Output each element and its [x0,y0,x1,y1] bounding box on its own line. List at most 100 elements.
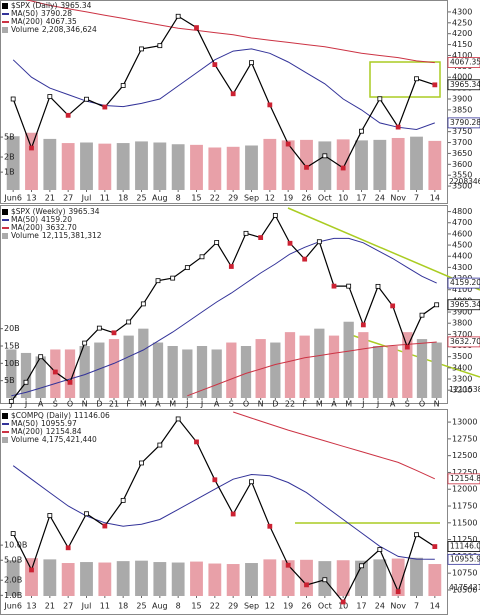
y-tick-label: 4000 [452,73,472,82]
volume-bar [328,335,340,398]
y-tick-label: 4100 [452,51,472,60]
y-tick-label: 3550 [452,171,472,180]
volume-tick-label: 5B [4,376,15,385]
trend-line [287,207,480,291]
price-marker [102,104,108,110]
volume-bar [391,137,405,190]
price-marker [111,330,117,336]
volume-tick-label: 5.0B [4,556,22,565]
x-tick-label: J [9,400,12,409]
price-marker [230,511,236,517]
x-tick-label: 10 [338,602,348,611]
volume-bar [245,563,258,596]
x-tick-label: N [82,400,88,409]
legend-name: MA(50) [11,419,38,428]
y-tick-label: 13000 [452,418,477,427]
x-tick-label: Oct [318,194,332,203]
volume-tick-label: 15B [4,342,20,351]
x-tick-label: 26 [301,194,311,203]
x-tick-label: Nov [390,602,406,611]
price-marker [346,283,352,289]
price-marker [212,477,218,483]
x-tick-label: A [214,400,220,409]
volume-bar [25,558,38,596]
value-box [447,117,480,129]
price-marker [23,379,29,385]
panel-last: 11146.06 [74,411,110,420]
legend-swatch [2,413,8,419]
value-box [447,79,480,91]
value-box [447,336,480,348]
price-marker [285,562,291,568]
value-box [447,299,480,311]
legend-value: 4067.35 [46,17,77,26]
legend-name: MA(200) [11,427,43,436]
volume-bar [300,139,313,190]
trend-box [369,61,441,98]
x-tick-label: A [38,400,44,409]
volume-tick-label: 20B [4,324,20,333]
legend-swatch [2,233,8,239]
y-tick-label: 4400 [452,252,472,261]
volume-bar [80,142,93,190]
x-tick-label: Sep [244,194,259,203]
price-marker [267,102,273,108]
x-tick-label: 18 [118,194,128,203]
price-marker [390,303,396,309]
x-tick-label: 14 [430,602,440,611]
volume-bar [336,139,350,190]
price-marker [249,60,254,66]
volume-tick-label: 1B [4,168,15,177]
x-tick-label: 7 [414,602,419,611]
legend-value: 12154.84 [46,427,82,436]
x-tick-label: S [229,400,234,409]
x-tick-label: Jun6 [3,194,22,203]
volume-bar [336,560,350,596]
price-marker [375,283,381,289]
price-marker [47,513,53,518]
volume-bar [416,339,428,398]
volume-bar [182,349,193,398]
legend-swatch [2,3,8,9]
volume-bar [61,143,75,190]
price-marker [359,128,364,134]
x-tick-label: 22 [285,400,295,409]
price-marker [175,13,181,19]
y-tick-label: 11750 [452,502,477,511]
legend-value: 4,175,421,440 [42,435,97,444]
value-box-label: 10955.97 [450,554,480,563]
x-tick-label: 7 [414,194,419,203]
price-marker [340,599,346,605]
volume-bar [240,346,252,398]
volume-bar [387,346,398,398]
x-tick-label: M [140,400,147,409]
y-tick-label: 3400 [452,363,472,372]
x-tick-label: 22 [210,194,220,203]
volume-bar [428,564,442,596]
volume-value-label: 12115381312 [449,385,480,394]
volume-bar [123,335,134,398]
y-tick-label: 3900 [452,95,472,104]
volume-bar [98,143,112,190]
x-tick-label: O [419,400,425,409]
y-tick-label: 3750 [452,127,472,136]
volume-bar [43,559,57,596]
x-tick-label: 11 [100,602,110,611]
x-tick-label: Jun6 [3,602,22,611]
value-box-label: 3965.34 [450,300,480,309]
volume-bar [372,346,384,398]
legend-swatch [2,437,8,443]
price-marker [120,83,126,88]
panel-frame [0,0,448,204]
volume-bar [6,560,20,596]
price-marker [395,124,401,130]
price-marker [267,523,273,529]
legend-name: Volume [11,231,39,240]
x-tick-label: 17 [356,602,366,611]
volume-bar [226,146,240,190]
price-marker [82,340,88,346]
y-tick-label: 3300 [452,375,472,384]
y-tick-label: 4200 [452,29,472,38]
volume-tick-label: 10B [4,359,20,368]
